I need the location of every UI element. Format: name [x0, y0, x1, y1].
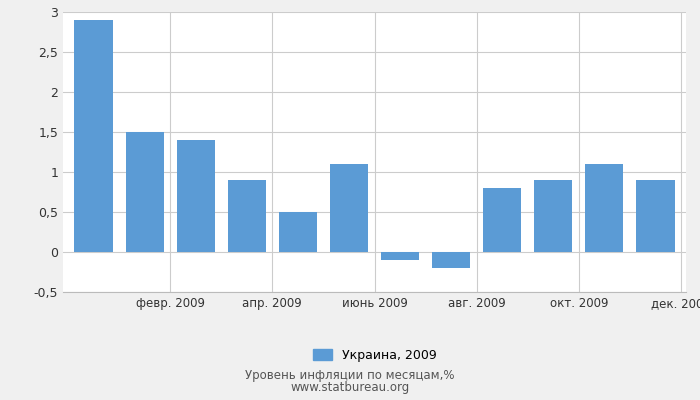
Bar — [483, 188, 522, 252]
Bar — [279, 212, 317, 252]
Bar — [432, 252, 470, 268]
Bar — [330, 164, 368, 252]
Legend: Украина, 2009: Украина, 2009 — [313, 349, 436, 362]
Bar — [228, 180, 266, 252]
Bar — [74, 20, 113, 252]
Bar — [534, 180, 573, 252]
Bar — [381, 252, 419, 260]
Text: www.statbureau.org: www.statbureau.org — [290, 382, 410, 394]
Bar — [636, 180, 675, 252]
Text: Уровень инфляции по месяцам,%: Уровень инфляции по месяцам,% — [245, 370, 455, 382]
Bar — [176, 140, 215, 252]
Bar — [585, 164, 624, 252]
Bar — [125, 132, 164, 252]
